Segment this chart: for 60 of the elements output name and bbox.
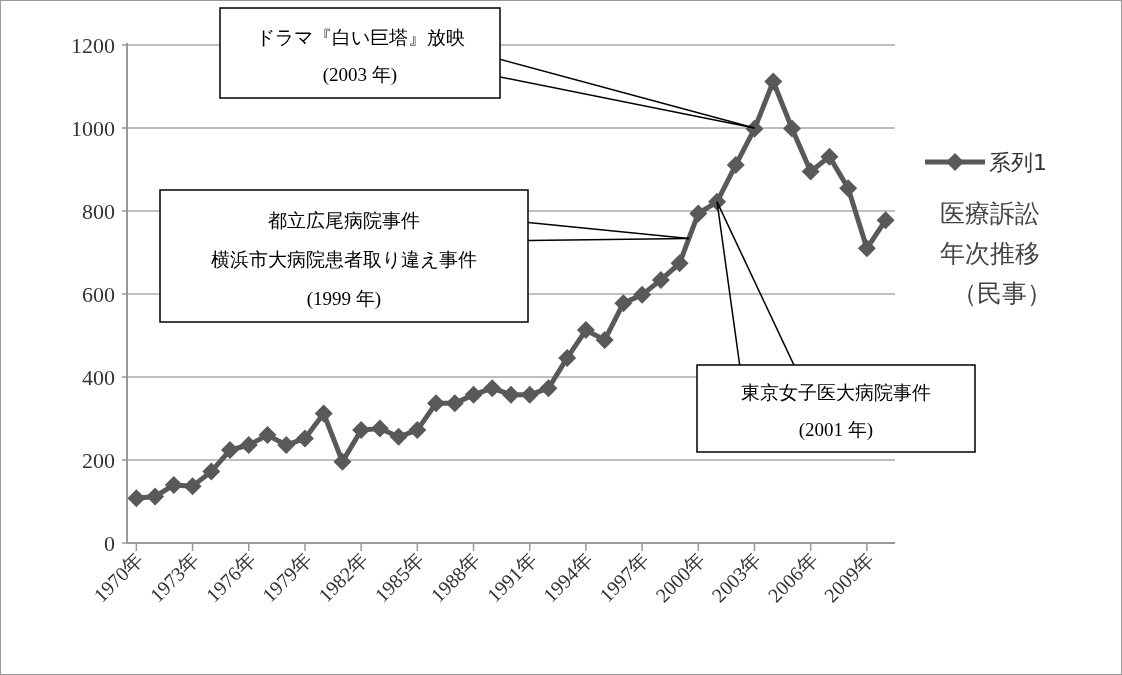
point	[857, 239, 876, 258]
y-tick-label: 800	[82, 199, 115, 224]
point	[408, 421, 427, 440]
point	[839, 179, 858, 198]
point	[202, 462, 221, 481]
point	[370, 419, 389, 438]
point	[614, 294, 633, 313]
y-tick-label: 1000	[71, 116, 115, 141]
point	[258, 426, 277, 445]
text: 医療訴訟	[940, 199, 1040, 228]
point	[464, 385, 483, 404]
point	[183, 477, 202, 496]
point	[801, 162, 820, 181]
point	[239, 436, 258, 455]
point	[127, 489, 146, 508]
point	[651, 270, 670, 289]
point	[670, 254, 689, 273]
text: （民事）	[952, 279, 1052, 308]
y-tick-label: 0	[104, 531, 115, 556]
point	[314, 404, 333, 423]
point	[277, 436, 296, 455]
legend-label: 系列1	[989, 150, 1047, 175]
point	[745, 119, 764, 138]
point	[295, 429, 314, 448]
point	[782, 119, 801, 138]
point	[221, 441, 240, 460]
point	[502, 385, 520, 404]
y-tick-label: 400	[82, 365, 115, 390]
point	[333, 452, 352, 471]
point	[820, 147, 839, 166]
point	[689, 204, 708, 223]
x-tick-label: 1982年	[313, 548, 372, 607]
x-tick-label: 1973年	[145, 548, 204, 607]
point	[764, 72, 783, 91]
point	[558, 348, 577, 367]
text: 年次推移	[940, 239, 1040, 268]
point	[595, 331, 614, 350]
annotation: (2001 年)	[798, 418, 874, 441]
y-tick-label: 600	[82, 282, 115, 307]
point	[146, 487, 165, 506]
point	[164, 475, 183, 494]
annotation: (2003 年)	[322, 64, 398, 87]
x-tick-label: 1991年	[482, 548, 541, 607]
point	[483, 379, 502, 398]
point	[876, 211, 895, 230]
y-tick-label: 1200	[71, 33, 115, 58]
point	[539, 379, 558, 398]
point	[726, 155, 745, 174]
x-tick-label: 1979年	[257, 548, 316, 607]
point	[576, 321, 595, 340]
point	[352, 421, 371, 440]
annotation: 東京女子医大病院事件	[741, 382, 931, 404]
y-tick-label: 200	[82, 448, 115, 473]
annotation: ドラマ『白い巨塔』放映	[255, 26, 465, 48]
x-tick-label: 1988年	[426, 548, 485, 607]
point	[389, 427, 408, 446]
annotation: 横浜市大病院患者取り違え事件	[211, 248, 477, 270]
annotation: 都立広尾病院事件	[268, 209, 420, 231]
annotation: (1999 年)	[306, 287, 382, 310]
point	[633, 285, 652, 304]
